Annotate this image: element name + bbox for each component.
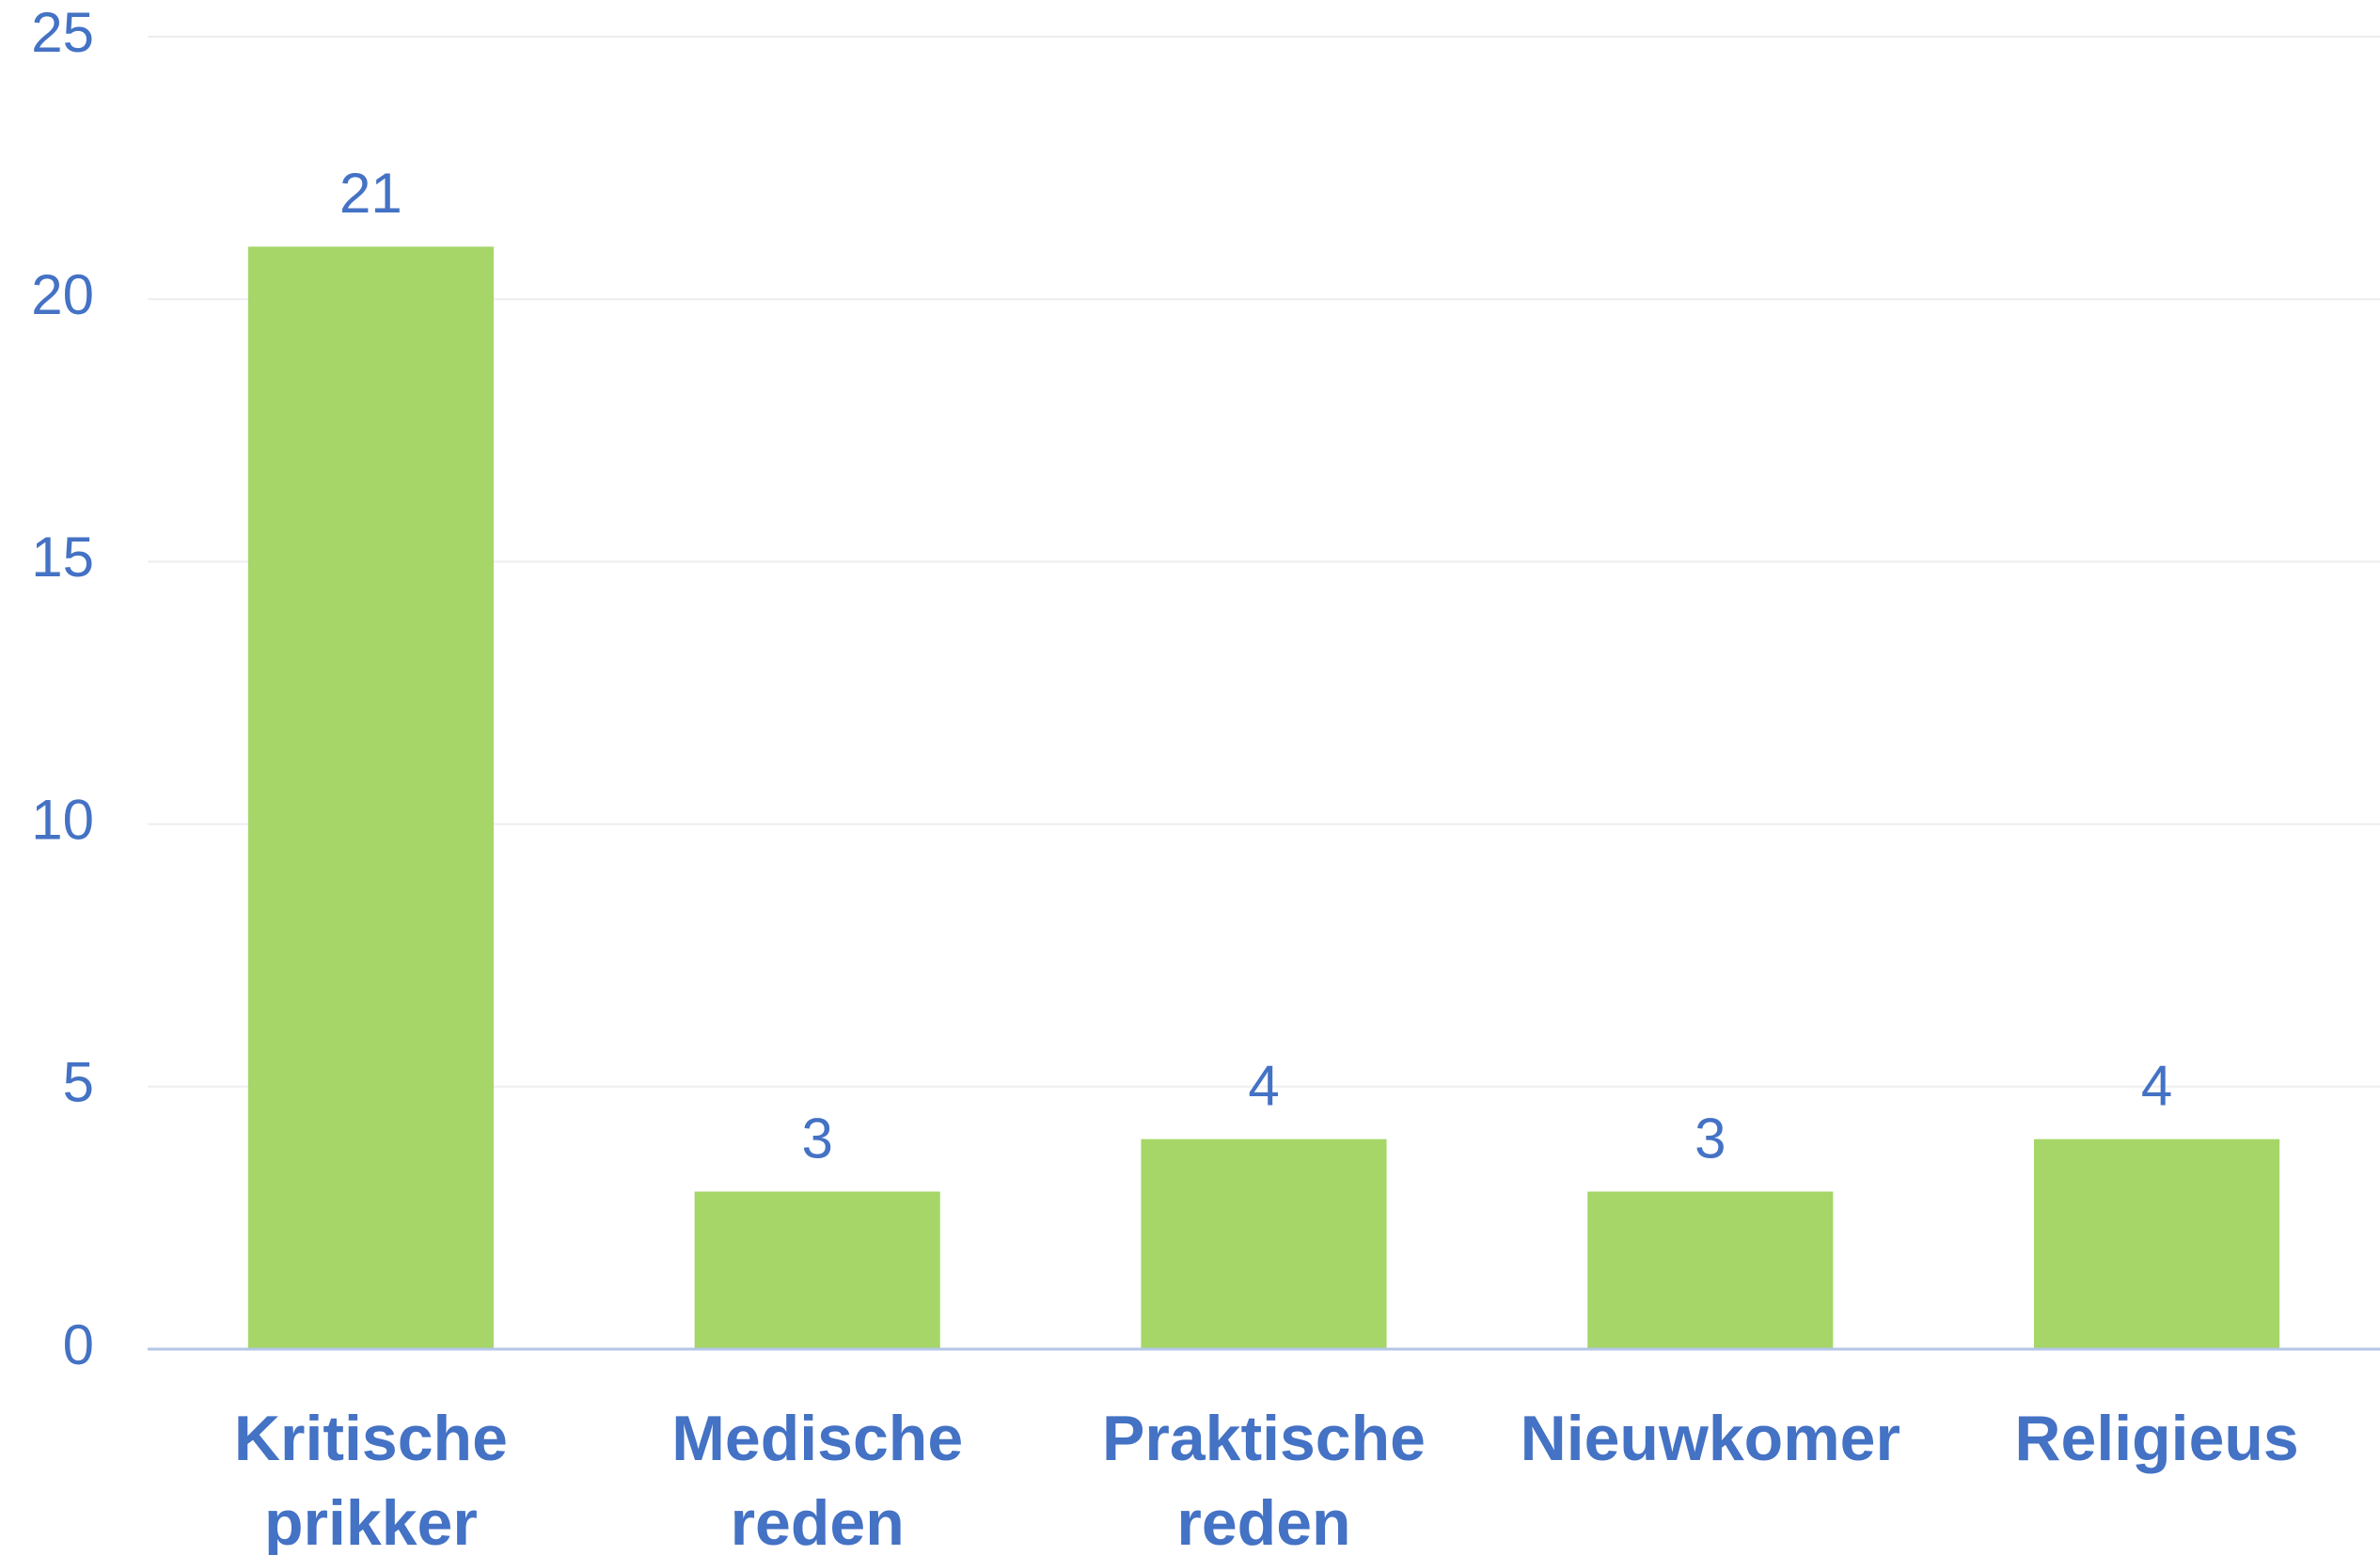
data-label: 21 [339, 162, 402, 225]
bar [694, 1191, 940, 1349]
y-tick-label: 10 [31, 788, 94, 851]
data-label: 3 [1694, 1107, 1726, 1170]
data-label: 4 [1248, 1054, 1279, 1117]
x-tick-label: Praktische reden [1102, 1403, 1426, 1555]
y-tick-label: 15 [31, 526, 94, 589]
bar [1141, 1139, 1387, 1349]
x-tick-label: Medische reden [671, 1403, 964, 1555]
x-tick-label: Kritische prikker [233, 1403, 508, 1555]
y-tick-label: 5 [63, 1051, 94, 1114]
y-tick-label: 20 [31, 263, 94, 326]
bar [1587, 1191, 1834, 1349]
x-tick-label: Religieus [2014, 1403, 2299, 1474]
x-tick-label: Nieuwkomer [1520, 1403, 1900, 1474]
data-label: 4 [2141, 1054, 2172, 1117]
bar [2034, 1139, 2280, 1349]
bar [247, 246, 494, 1349]
y-tick-label: 0 [63, 1313, 94, 1376]
data-label: 3 [802, 1107, 833, 1170]
y-tick-label: 25 [31, 1, 94, 64]
